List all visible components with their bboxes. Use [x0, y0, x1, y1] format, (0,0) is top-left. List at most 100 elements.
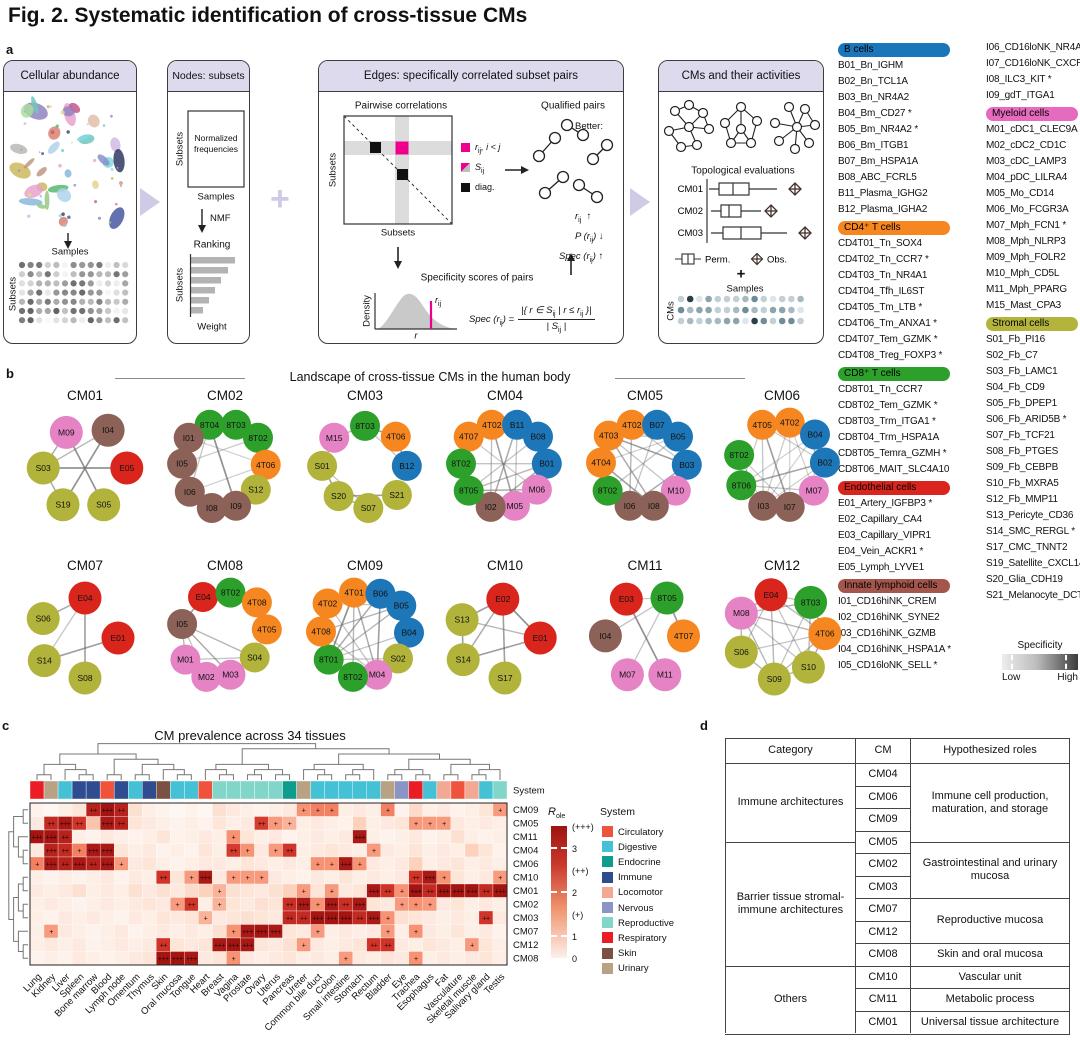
- table-cm-cell: CM05: [855, 830, 910, 853]
- heatmap-cell-mark: +++: [270, 929, 281, 936]
- network-node-label: M06: [529, 485, 546, 495]
- mini-network-edge: [724, 106, 742, 124]
- heatmap-cell: [268, 843, 283, 858]
- heatmap-cell: [156, 897, 171, 912]
- table-role-cell: Metabolic process: [910, 988, 1069, 1011]
- boxplot-row-cm01: CM01: [678, 184, 703, 195]
- sample-dot: [79, 280, 86, 287]
- network-node-label: E01: [533, 633, 548, 643]
- heatmap-cell: [464, 951, 480, 966]
- heatmap-cell: [366, 829, 381, 844]
- network-node: [650, 581, 684, 615]
- heatmap-cell-mark: +: [232, 956, 236, 963]
- network-node-label: B11: [510, 420, 525, 430]
- heatmap-cell: [170, 883, 185, 898]
- network-node: [521, 474, 552, 505]
- title-rule-right: [615, 378, 745, 379]
- heatmap-cell-mark: +++: [439, 889, 450, 896]
- dendrogram-branch: [246, 774, 262, 780]
- legend-subset-item: S02_Fb_C7: [986, 350, 1038, 361]
- umap-blob: [76, 134, 90, 142]
- system-legend-label: Reproductive: [618, 917, 674, 929]
- heatmap-cell: [198, 856, 213, 871]
- heatmap-cell: [212, 816, 227, 831]
- network-node-label: M09: [58, 427, 75, 437]
- table-cm-cell: CM01: [855, 1010, 910, 1033]
- dendrogram-branch: [59, 753, 137, 765]
- system-strip-cell: [366, 780, 381, 800]
- heatmap-cell: [324, 937, 339, 952]
- system-strip-cell: [85, 780, 101, 800]
- cm-sample-dot: [686, 306, 694, 314]
- heatmap-cell: [492, 897, 508, 912]
- heatmap-cell: [57, 856, 73, 871]
- network-node: [173, 422, 204, 453]
- heatmap-cell-mark: ++: [384, 889, 392, 896]
- umap-blob: [20, 103, 34, 118]
- sample-dot: [44, 289, 51, 296]
- heatmap-cell: [436, 843, 452, 858]
- network-node: [221, 409, 251, 440]
- network-node: [475, 491, 506, 522]
- sample-dot: [61, 298, 69, 305]
- umap-dot: [93, 158, 97, 163]
- heatmap-cell: [100, 951, 115, 966]
- table-cm-cell: CM06: [855, 785, 910, 808]
- heatmap-cell: [240, 856, 255, 871]
- mini-network-node: [783, 101, 795, 113]
- heatmap-cell: [422, 856, 438, 871]
- system-strip-cell: [198, 780, 213, 800]
- heatmap-cell: [71, 816, 87, 831]
- network-node-label: 4T01: [344, 588, 364, 598]
- network-node-label: S08: [77, 673, 92, 683]
- sample-dot: [70, 261, 77, 269]
- network-node: [250, 449, 281, 480]
- umap-blob: [36, 167, 47, 177]
- network-node-label: 8T02: [343, 672, 363, 682]
- table-cm-cell: CM10: [855, 965, 910, 988]
- network-node-label: I08: [206, 503, 218, 513]
- heatmap-cell-mark: +++: [368, 889, 379, 896]
- legend-subset-item: B04_Bm_CD27 *: [838, 108, 912, 119]
- heatmap-cell-mark: +: [386, 808, 390, 815]
- network-node: [616, 409, 647, 440]
- network-node: [26, 451, 60, 485]
- role-legend-tick: 3: [572, 844, 578, 854]
- heatmap-cell: [198, 883, 213, 898]
- heatmap-cell: [198, 937, 213, 952]
- heatmap-cell: [352, 870, 367, 885]
- heatmap-cell: [156, 802, 171, 817]
- network-node-label: I07: [784, 502, 796, 512]
- heatmap-cell: [394, 829, 409, 844]
- dendrogram-branch: [134, 774, 150, 780]
- table-header-category: Category: [725, 738, 855, 763]
- umap-dot: [27, 214, 31, 218]
- sample-dot: [18, 298, 26, 305]
- heatmap-row-label: CM06: [513, 859, 538, 870]
- topological-title: Topological evaluations: [691, 165, 795, 177]
- heatmap-cell-mark: +: [498, 808, 502, 815]
- legend-subset-item: S13_Pericyte_CD36: [986, 510, 1074, 521]
- heatmap-cell: [366, 843, 381, 858]
- dendrogram-branch: [17, 883, 24, 912]
- heatmap-cell: [142, 883, 157, 898]
- heatmap-cell: [85, 951, 101, 966]
- system-strip-cell: [71, 780, 87, 800]
- network-node-label: B07: [650, 420, 665, 430]
- sample-dot: [104, 289, 112, 296]
- heatmap-cell-mark: +++: [354, 835, 365, 842]
- heatmap-cell-mark: +++: [368, 916, 379, 923]
- heatmap-cell: [380, 843, 395, 858]
- mini-network-node: [735, 101, 747, 113]
- network-node-label: S01: [315, 461, 330, 471]
- heatmap-cell: [352, 910, 367, 925]
- sample-dot: [61, 307, 69, 315]
- heatmap-cell: [296, 843, 311, 858]
- heatmap-cell: [450, 910, 466, 925]
- sample-dot: [104, 317, 112, 324]
- heatmap-cell: [198, 897, 213, 912]
- heatmap-cell: [394, 937, 409, 952]
- sample-dot: [113, 280, 120, 287]
- network-node-label: 8T02: [248, 433, 268, 443]
- system-strip-cell: [492, 780, 508, 800]
